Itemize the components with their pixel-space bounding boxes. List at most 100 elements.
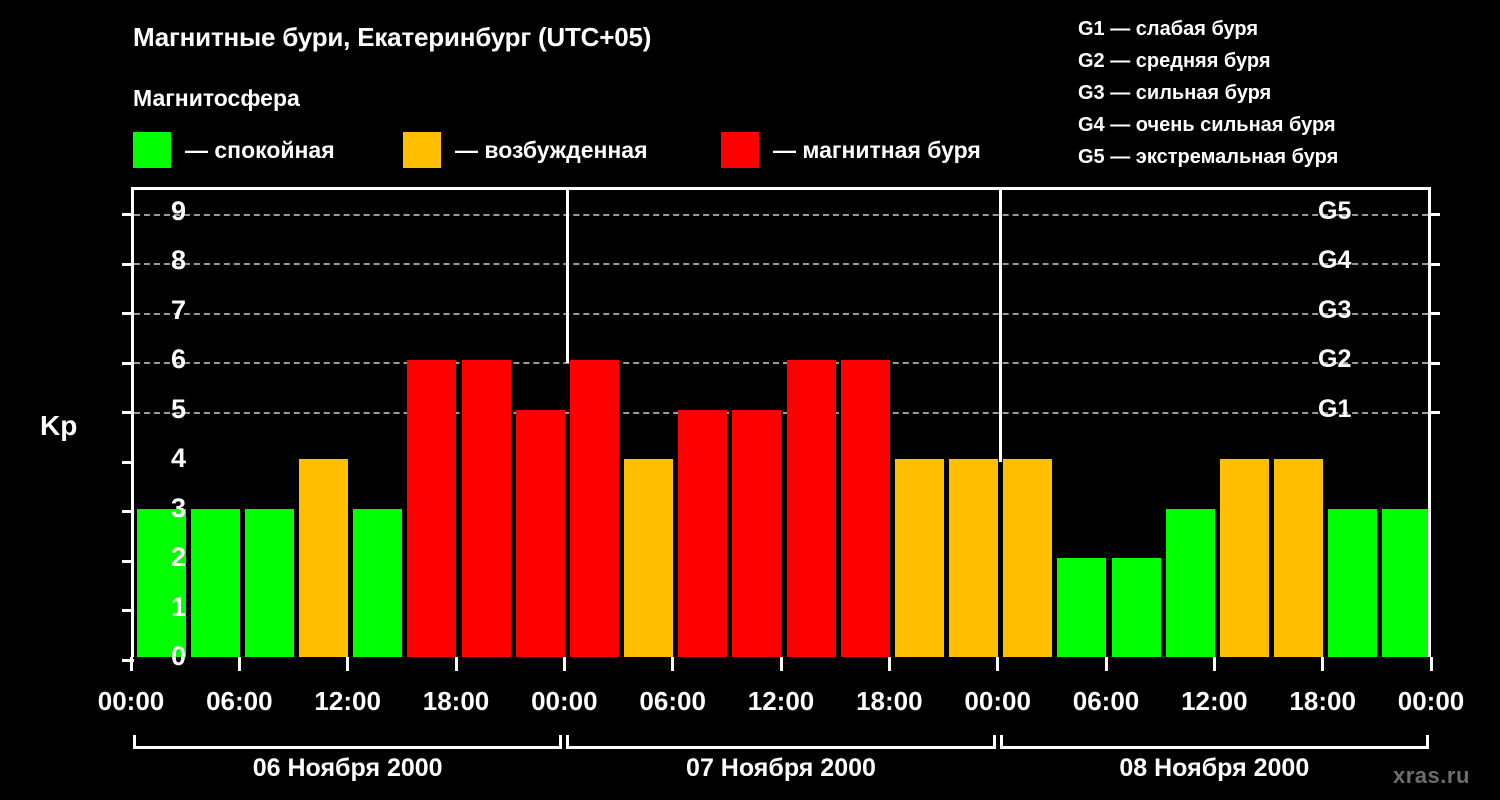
- y-tick-label-4: 4: [170, 443, 186, 474]
- x-tick-label-8: 00:00: [964, 686, 1031, 716]
- y-tick-6: [122, 361, 134, 365]
- x-tick-label-6: 12:00: [747, 686, 815, 716]
- x-tick-4: [562, 657, 566, 671]
- date-label-1: 06 Ноября 2000: [252, 754, 443, 782]
- legend-swatch-quiet: [133, 132, 171, 168]
- legend-item-active: — возбужденная: [403, 131, 648, 169]
- y-tick-label-0: 0: [170, 641, 186, 671]
- legend-item-storm: — магнитная буря: [721, 131, 981, 169]
- y-tick-8: [122, 262, 134, 266]
- y-tick-label-3: 3: [170, 492, 186, 523]
- y-tick-label-right-G1: G1: [1318, 394, 1352, 423]
- plot-inner: [134, 190, 1428, 657]
- legend-item-quiet: — спокойная: [133, 131, 335, 169]
- x-tick-11: [1321, 657, 1325, 671]
- bar[interactable]: [786, 360, 836, 657]
- bar[interactable]: [244, 508, 294, 657]
- bar[interactable]: [894, 459, 944, 657]
- magnetosphere-legend: — спокойная — возбужденная — магнитная б…: [133, 131, 1033, 169]
- x-tick-label-4: 00:00: [531, 686, 598, 716]
- y-tick-3: [122, 510, 134, 514]
- legend-swatch-storm: [721, 132, 759, 168]
- y-tick-label-right-G4: G4: [1318, 246, 1352, 275]
- bar[interactable]: [569, 360, 619, 657]
- x-tick-9: [1104, 657, 1108, 671]
- x-tick-label-12: 00:00: [1397, 686, 1465, 716]
- gscale-line-g2: G2 — средняя буря: [1078, 50, 1271, 72]
- y-tick-label-2: 2: [170, 542, 186, 573]
- bar[interactable]: [624, 459, 674, 657]
- y-tick-0: [122, 658, 134, 662]
- x-tick-6: [779, 657, 783, 671]
- legend-label-active: — возбужденная: [455, 136, 648, 163]
- bar[interactable]: [1328, 508, 1378, 657]
- plot-area: [122, 187, 1440, 662]
- x-tick-label-0: 00:00: [97, 686, 165, 716]
- gscale-line-g4: G4 — очень сильная буря: [1078, 114, 1336, 136]
- y-tick-label-5: 5: [170, 393, 186, 424]
- x-tick-3: [454, 657, 458, 671]
- x-tick-label-11: 18:00: [1289, 686, 1356, 716]
- y-tick-label-8: 8: [170, 245, 186, 276]
- bar[interactable]: [949, 459, 999, 657]
- gridline-kp-8: [134, 263, 1428, 266]
- legend-swatch-active: [403, 132, 441, 168]
- date-label-3: 08 Ноября 2000: [1119, 754, 1310, 782]
- day-separator-1: [565, 190, 569, 364]
- gridline-kp-7: [134, 312, 1428, 315]
- y-tick-label-1: 1: [170, 591, 186, 622]
- gridline-kp-6: [134, 362, 1428, 365]
- x-tick-5: [671, 657, 675, 671]
- date-label-2: 07 Ноября 2000: [686, 754, 876, 782]
- bar[interactable]: [1382, 508, 1428, 657]
- y-tick-right-G3: [1428, 312, 1440, 316]
- bar[interactable]: [1274, 459, 1324, 657]
- bar[interactable]: [840, 360, 890, 657]
- x-tick-12: [1429, 657, 1433, 671]
- magnetosphere-heading: Магнитосфера: [133, 85, 300, 111]
- x-tick-label-2: 12:00: [314, 686, 381, 716]
- x-tick-0: [129, 657, 133, 671]
- date-bracket-3: [999, 735, 1429, 749]
- y-tick-4: [122, 460, 134, 464]
- x-tick-7: [887, 657, 891, 671]
- y-axis-title: Kp: [40, 410, 78, 441]
- y-tick-label-9: 9: [170, 195, 186, 226]
- bar[interactable]: [1003, 459, 1053, 657]
- date-bracket-2: [566, 735, 996, 749]
- x-tick-label-1: 06:00: [206, 686, 273, 716]
- bar[interactable]: [732, 409, 782, 657]
- bar[interactable]: [678, 409, 728, 657]
- y-tick-right-G2: [1428, 361, 1440, 365]
- gscale-line-g1: G1 — слабая буря: [1078, 18, 1259, 40]
- y-tick-label-6: 6: [170, 344, 186, 375]
- y-tick-1: [122, 609, 134, 613]
- gscale-line-g3: G3 — сильная буря: [1078, 82, 1272, 104]
- date-bracket-1: [133, 735, 563, 749]
- y-tick-label-right-G3: G3: [1318, 295, 1352, 324]
- bar[interactable]: [515, 409, 565, 657]
- bar[interactable]: [136, 508, 186, 657]
- bar[interactable]: [1111, 558, 1161, 657]
- y-tick-label-right-G5: G5: [1318, 196, 1352, 225]
- x-tick-label-5: 06:00: [639, 686, 706, 716]
- x-tick-2: [346, 657, 350, 671]
- gridline-kp-9: [134, 213, 1428, 216]
- y-tick-9: [122, 213, 134, 217]
- legend-label-quiet: — спокойная: [185, 136, 335, 163]
- x-tick-label-9: 06:00: [1072, 686, 1140, 716]
- x-tick-8: [996, 657, 1000, 671]
- bar[interactable]: [299, 459, 349, 657]
- bar[interactable]: [461, 360, 511, 657]
- bar[interactable]: [1219, 459, 1269, 657]
- y-tick-2: [122, 559, 134, 563]
- y-tick-label-right-G2: G2: [1318, 345, 1352, 374]
- bar[interactable]: [190, 508, 240, 657]
- bar[interactable]: [353, 508, 403, 657]
- bar[interactable]: [407, 360, 457, 657]
- x-tick-label-10: 12:00: [1181, 686, 1248, 716]
- bar[interactable]: [1057, 558, 1107, 657]
- bar[interactable]: [1165, 508, 1215, 657]
- x-tick-10: [1212, 657, 1216, 671]
